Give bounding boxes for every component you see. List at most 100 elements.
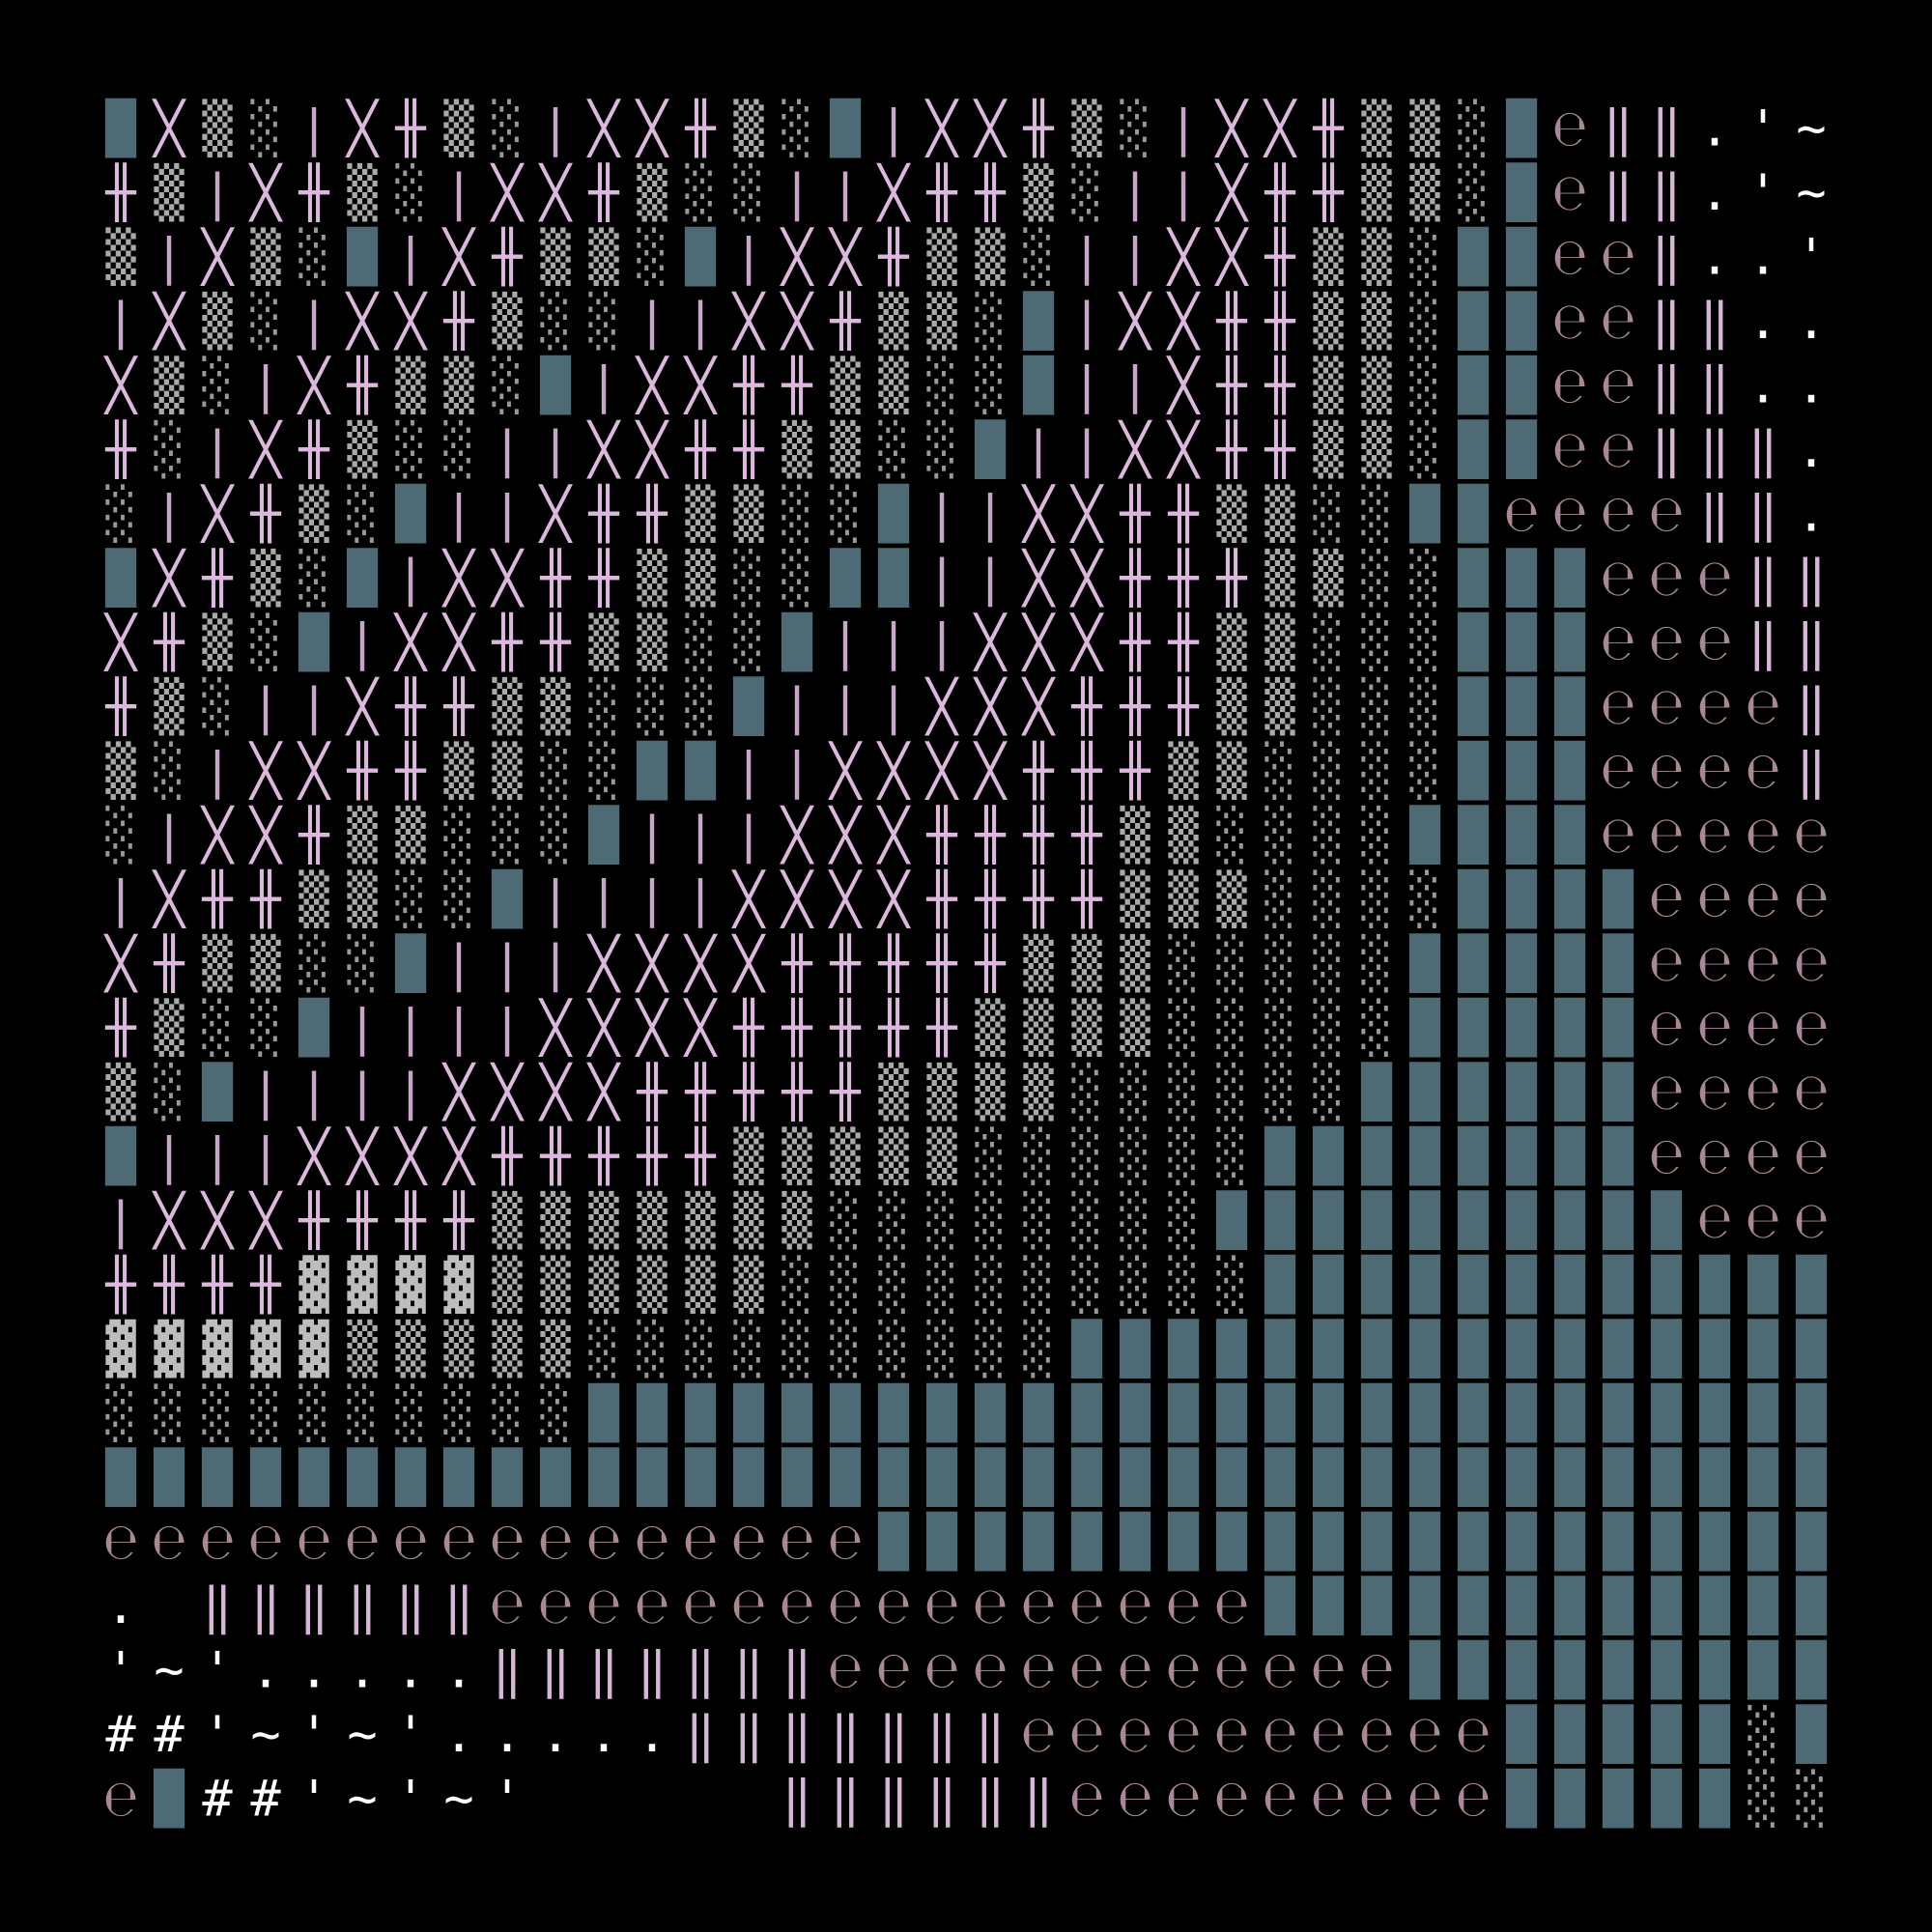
- glyph: ▒: [250, 933, 281, 993]
- glyph: ╫: [1312, 162, 1344, 222]
- glyph: █: [1408, 1576, 1440, 1635]
- glyph: ~: [347, 1770, 377, 1828]
- glyph: |: [492, 999, 522, 1057]
- glyph: ℮: [975, 1577, 1006, 1635]
- glyph: █: [1457, 740, 1489, 800]
- glyph: ‖: [1603, 164, 1633, 222]
- glyph: ': [105, 1641, 135, 1699]
- glyph: |: [154, 1127, 184, 1185]
- glyph: ╳: [1068, 483, 1104, 543]
- glyph: █: [1408, 997, 1440, 1057]
- glyph: ℮: [1651, 999, 1682, 1057]
- glyph: |: [492, 935, 522, 993]
- glyph: █: [1360, 1190, 1392, 1250]
- glyph: ╫: [587, 1125, 619, 1185]
- glyph: ░: [250, 1382, 280, 1442]
- glyph: ▒: [105, 226, 136, 286]
- glyph: |: [637, 807, 667, 865]
- glyph: .: [250, 1641, 280, 1699]
- glyph: ╫: [491, 611, 523, 671]
- glyph: █: [1022, 1447, 1054, 1507]
- glyph: ╫: [1167, 548, 1199, 608]
- glyph: ℮: [1651, 485, 1682, 543]
- glyph: ░: [1361, 805, 1391, 865]
- glyph: █: [1553, 548, 1585, 608]
- glyph: █: [1167, 1447, 1199, 1507]
- glyph: ℮: [347, 1513, 378, 1571]
- glyph: ░: [926, 1254, 956, 1314]
- glyph: ℮: [1120, 1770, 1151, 1828]
- glyph: ░: [1216, 997, 1246, 1057]
- glyph: ▒: [1361, 355, 1392, 414]
- glyph: ▒: [1023, 1062, 1054, 1122]
- glyph: ░: [926, 1319, 956, 1378]
- glyph: ░: [1313, 933, 1343, 993]
- glyph: ╫: [1070, 676, 1102, 736]
- glyph: █: [1215, 1319, 1247, 1378]
- glyph: █: [394, 1447, 426, 1507]
- glyph: ▒: [926, 291, 957, 351]
- glyph: ╫: [346, 355, 378, 414]
- glyph: ▒: [588, 1254, 619, 1314]
- glyph: █: [1505, 805, 1537, 865]
- glyph: ℮: [1409, 1770, 1440, 1828]
- glyph: ╫: [298, 1190, 329, 1250]
- glyph: ▒: [492, 676, 523, 736]
- glyph: ╳: [682, 933, 718, 993]
- glyph: ░: [1409, 676, 1439, 736]
- glyph: █: [829, 1447, 861, 1507]
- glyph: ╫: [829, 997, 861, 1057]
- glyph: ℮: [733, 1577, 764, 1635]
- glyph: ▒: [395, 355, 426, 414]
- glyph: █: [1795, 1382, 1827, 1442]
- glyph: █: [1553, 676, 1585, 736]
- glyph: █: [1505, 1639, 1537, 1699]
- glyph: ╫: [732, 355, 764, 414]
- glyph: ℮: [1651, 1064, 1682, 1122]
- glyph: ▒: [1313, 291, 1344, 351]
- glyph: ╫: [781, 997, 812, 1057]
- glyph: ╫: [925, 997, 957, 1057]
- glyph: ▒: [492, 291, 523, 351]
- glyph: ‖: [1747, 613, 1777, 671]
- glyph: ℮: [1023, 1577, 1054, 1635]
- glyph: ░: [202, 676, 232, 736]
- glyph: █: [1505, 611, 1537, 671]
- glyph: ░: [298, 548, 328, 608]
- glyph: ℮: [1747, 999, 1778, 1057]
- glyph: |: [1120, 228, 1150, 286]
- glyph: ░: [781, 1319, 811, 1378]
- glyph: ▒: [347, 805, 378, 865]
- glyph: ℮: [202, 1513, 233, 1571]
- glyph: ░: [781, 483, 811, 543]
- glyph: █: [1650, 1511, 1682, 1571]
- glyph: █: [346, 226, 378, 286]
- glyph: ╫: [1167, 676, 1199, 736]
- glyph: ℮: [1554, 485, 1585, 543]
- glyph: ‖: [733, 1641, 763, 1699]
- glyph: |: [733, 807, 763, 865]
- glyph: ℮: [1023, 1641, 1054, 1699]
- glyph: ▒: [733, 483, 764, 543]
- glyph: ▒: [1264, 611, 1295, 671]
- glyph: █: [1408, 1190, 1440, 1250]
- glyph: █: [539, 355, 571, 414]
- glyph: █: [684, 226, 716, 286]
- glyph: ‖: [1699, 485, 1729, 543]
- glyph: █: [1602, 1704, 1634, 1764]
- glyph: ▒: [1023, 997, 1054, 1057]
- glyph: █: [346, 1447, 378, 1507]
- glyph: █: [1747, 1576, 1778, 1635]
- glyph: ╫: [1167, 483, 1199, 543]
- glyph: ℮: [926, 1577, 957, 1635]
- glyph: ╳: [1262, 98, 1297, 157]
- glyph: ▒: [250, 226, 281, 286]
- glyph: #: [105, 1706, 136, 1764]
- glyph: ░: [347, 483, 377, 543]
- glyph: ▒: [733, 1125, 764, 1185]
- glyph: ▒: [1168, 805, 1199, 865]
- glyph: █: [1505, 1704, 1537, 1764]
- glyph: ░: [1313, 611, 1343, 671]
- glyph: ░: [250, 611, 280, 671]
- glyph: █: [1602, 1576, 1634, 1635]
